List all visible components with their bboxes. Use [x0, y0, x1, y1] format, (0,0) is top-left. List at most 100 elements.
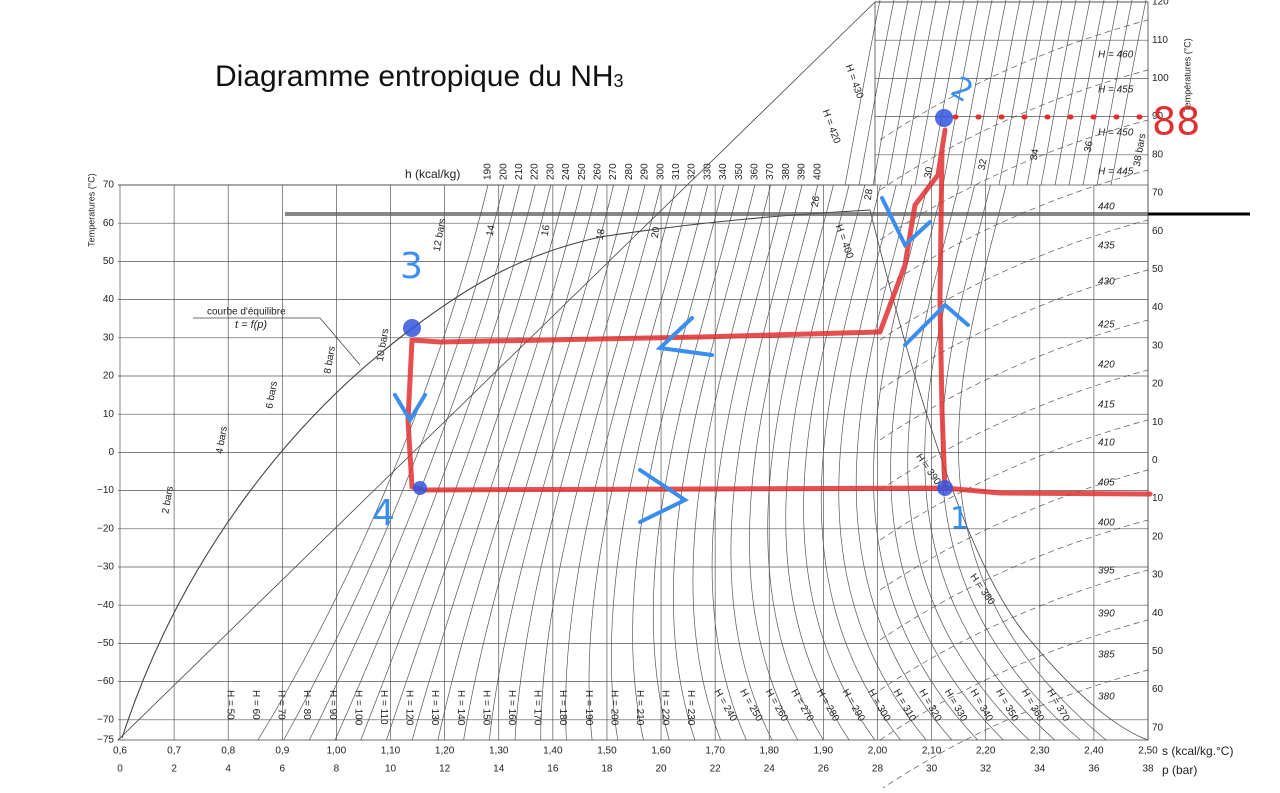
right-tick-label: 10: [1152, 417, 1164, 428]
h-bottom-label: H = 140: [455, 690, 466, 726]
left-tick-label: 20: [103, 371, 115, 382]
s-tick-label: 2,10: [922, 746, 942, 757]
right-tick-label: 120: [1152, 0, 1169, 8]
h-top-label: 380: [781, 163, 792, 180]
h-top-label: 270: [608, 163, 619, 180]
pressure-label: 10 bars: [375, 328, 392, 363]
h-top-label: 280: [624, 163, 635, 180]
h-bottom-label: H = 190: [583, 690, 594, 726]
h-bottom-label: H = 350: [993, 687, 1020, 723]
h-bottom-label: H = 90: [327, 690, 338, 720]
h-bottom-label: H = 270: [788, 687, 815, 723]
isobar: [879, 169, 1149, 291]
s-tick-label: 0,6: [113, 746, 127, 757]
h-bottom-label: H = 280: [814, 687, 841, 723]
enthalpy-line: [334, 184, 536, 741]
h-top-label: 360: [750, 163, 761, 180]
p-tick-label: 16: [547, 764, 559, 775]
vapor-line: [1110, 0, 1147, 186]
h-bottom-label: H = 300: [865, 687, 892, 723]
h-label: h (kcal/kg): [405, 167, 460, 181]
isobar: [879, 419, 1149, 541]
annotation: 4: [372, 493, 395, 534]
vapor-line: [886, 0, 923, 186]
h-bottom-label: H = 210: [634, 690, 645, 726]
enthalpy-line: [692, 184, 771, 741]
h-bottom-label: H = 70: [276, 690, 287, 720]
h-bottom-label: H = 80: [301, 690, 312, 720]
left-tick-label: −10: [97, 485, 114, 496]
left-tick-label: −75: [97, 735, 114, 746]
h-inner-label: H = 420: [820, 108, 843, 145]
h-bottom-label: H = 150: [480, 690, 491, 726]
annotation: 88: [1152, 100, 1200, 144]
h-right-label: 415: [1098, 400, 1115, 411]
vapor-line: [1068, 0, 1105, 186]
h-top-label: 400: [812, 163, 823, 180]
enthalpy-line: [437, 184, 599, 741]
right-tick-label: 40: [1152, 302, 1164, 313]
h-bottom-label: H = 130: [429, 690, 440, 726]
p-tick-label: 30: [926, 764, 938, 775]
h-top-label: 340: [718, 163, 729, 180]
s-tick-label: 1,30: [489, 746, 509, 757]
s-tick-label: 1,70: [705, 746, 725, 757]
right-tick-label: 50: [1152, 264, 1164, 275]
right-tick-label: 20: [1152, 379, 1164, 390]
enthalpy-line: [610, 184, 709, 741]
h-top-label: 390: [797, 163, 808, 180]
left-tick-label: 10: [103, 409, 115, 420]
s-tick-label: 2,50: [1138, 746, 1158, 757]
enthalpy-line: [767, 184, 834, 741]
h-top-label: 300: [655, 163, 666, 180]
right-tick-label: 70: [1152, 722, 1164, 733]
s-tick-label: 1,10: [381, 746, 401, 757]
annotation: 2: [945, 70, 979, 110]
enthalpy-line: [360, 184, 552, 741]
s-tick-label: 1,50: [597, 746, 617, 757]
enthalpy-line: [838, 184, 927, 741]
h-right-label: 410: [1098, 438, 1115, 449]
h-top-label: 220: [530, 163, 541, 180]
h-bottom-label: H = 340: [968, 687, 995, 723]
right-tick-label: 110: [1152, 35, 1168, 46]
isobar: [879, 669, 1149, 791]
p-tick-label: 12: [439, 764, 451, 775]
h-top-label: 210: [514, 163, 525, 180]
enthalpy-line: [309, 184, 520, 741]
h-right-label: H = 460: [1098, 50, 1134, 61]
left-axis-label: Temperatures (°C): [86, 173, 96, 247]
vapor-line: [1096, 0, 1133, 186]
enthalpy-line: [855, 184, 953, 741]
s-tick-label: 1,60: [651, 746, 671, 757]
h-right-label: 390: [1098, 609, 1115, 620]
vapor-line: [970, 0, 1007, 186]
isobar: [879, 569, 1149, 691]
s-tick-label: 2,40: [1084, 746, 1104, 757]
h-bottom-label: H = 100: [352, 690, 363, 726]
entropy-label: 34: [1029, 148, 1042, 161]
right-tick-label: 40: [1152, 608, 1164, 619]
enthalpy-line: [386, 184, 567, 741]
left-tick-label: −70: [97, 714, 114, 725]
s-tick-label: 2,00: [868, 746, 888, 757]
h-right-label: 385: [1098, 650, 1115, 661]
h-bottom-label: H = 170: [532, 690, 543, 726]
right-tick-label: 50: [1152, 646, 1164, 657]
entropy-label: 36: [1083, 140, 1096, 153]
h-right-label: 430: [1098, 277, 1115, 288]
right-axis-label: Températures (°C): [1182, 38, 1192, 112]
annotation: 1: [950, 502, 969, 537]
p-tick-label: 38: [1142, 764, 1154, 775]
p-tick-label: 36: [1088, 764, 1100, 775]
left-tick-label: 50: [103, 256, 115, 267]
enthalpy-line: [652, 184, 740, 741]
curve-formula: t = f(p): [235, 319, 267, 331]
h-right-label: 395: [1098, 566, 1115, 577]
enthalpy-line: [803, 184, 876, 741]
enthalpy-line: [785, 184, 850, 741]
h-inner-label: H = 430: [843, 63, 866, 100]
pressure-label: 38 bars: [1132, 133, 1149, 168]
vapor-curve: [869, 209, 1149, 741]
